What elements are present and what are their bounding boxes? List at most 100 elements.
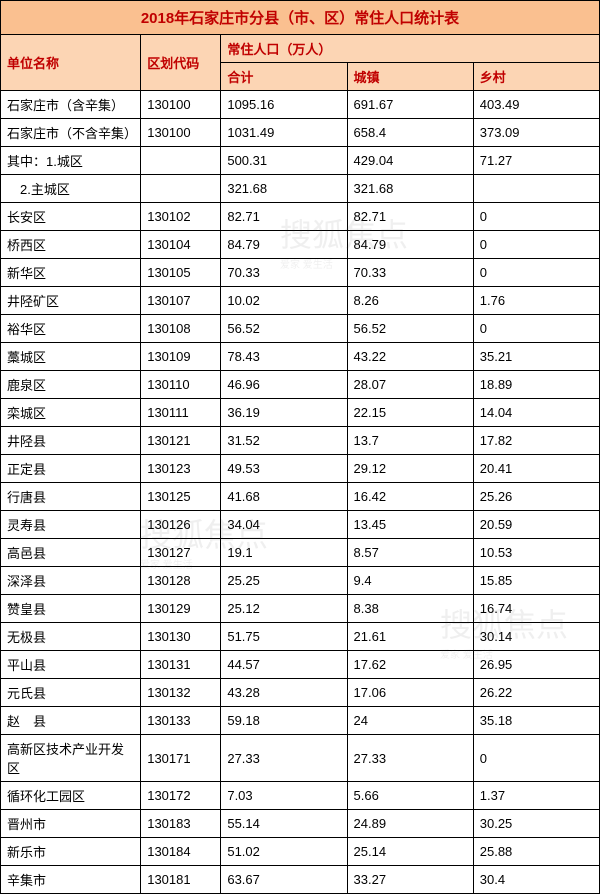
cell-urban: 658.4 — [347, 119, 473, 147]
cell-urban: 13.7 — [347, 427, 473, 455]
table-row: 赵 县13013359.182435.18 — [1, 707, 600, 735]
cell-total: 44.57 — [221, 651, 347, 679]
header-urban: 城镇 — [347, 63, 473, 91]
cell-total: 1031.49 — [221, 119, 347, 147]
cell-rural: 0 — [473, 259, 599, 287]
cell-rural: 26.95 — [473, 651, 599, 679]
cell-code: 130121 — [141, 427, 221, 455]
cell-rural: 71.27 — [473, 147, 599, 175]
cell-code: 130104 — [141, 231, 221, 259]
header-unit-name: 单位名称 — [1, 35, 141, 91]
cell-rural: 26.22 — [473, 679, 599, 707]
table-row: 藁城区13010978.4343.2235.21 — [1, 343, 600, 371]
cell-urban: 56.52 — [347, 315, 473, 343]
cell-name: 井陉县 — [1, 427, 141, 455]
cell-code: 130172 — [141, 782, 221, 810]
cell-rural — [473, 175, 599, 203]
cell-total: 25.25 — [221, 567, 347, 595]
cell-urban: 84.79 — [347, 231, 473, 259]
table-row: 2.主城区321.68321.68 — [1, 175, 600, 203]
cell-rural: 10.53 — [473, 539, 599, 567]
cell-urban: 17.62 — [347, 651, 473, 679]
cell-total: 49.53 — [221, 455, 347, 483]
cell-rural: 1.37 — [473, 782, 599, 810]
cell-name: 正定县 — [1, 455, 141, 483]
cell-name: 井陉矿区 — [1, 287, 141, 315]
cell-name: 灵寿县 — [1, 511, 141, 539]
cell-urban: 8.38 — [347, 595, 473, 623]
table-row: 辛集市13018163.6733.2730.4 — [1, 866, 600, 894]
cell-urban: 429.04 — [347, 147, 473, 175]
cell-rural: 0 — [473, 203, 599, 231]
cell-urban: 33.27 — [347, 866, 473, 894]
cell-urban: 28.07 — [347, 371, 473, 399]
table-row: 行唐县13012541.6816.4225.26 — [1, 483, 600, 511]
cell-code: 130181 — [141, 866, 221, 894]
cell-total: 70.33 — [221, 259, 347, 287]
cell-urban: 17.06 — [347, 679, 473, 707]
cell-urban: 82.71 — [347, 203, 473, 231]
cell-code: 130107 — [141, 287, 221, 315]
cell-total: 59.18 — [221, 707, 347, 735]
cell-code: 130108 — [141, 315, 221, 343]
cell-total: 34.04 — [221, 511, 347, 539]
cell-name: 裕华区 — [1, 315, 141, 343]
title-row: 2018年石家庄市分县（市、区）常住人口统计表 — [1, 1, 600, 35]
cell-rural: 0 — [473, 231, 599, 259]
header-total: 合计 — [221, 63, 347, 91]
cell-name: 栾城区 — [1, 399, 141, 427]
table-row: 井陉县13012131.5213.717.82 — [1, 427, 600, 455]
cell-total: 7.03 — [221, 782, 347, 810]
cell-rural: 18.89 — [473, 371, 599, 399]
cell-total: 31.52 — [221, 427, 347, 455]
cell-total: 321.68 — [221, 175, 347, 203]
cell-rural: 15.85 — [473, 567, 599, 595]
table-row: 新华区13010570.3370.330 — [1, 259, 600, 287]
table-title: 2018年石家庄市分县（市、区）常住人口统计表 — [1, 1, 600, 35]
cell-total: 55.14 — [221, 810, 347, 838]
table-row: 石家庄市（含辛集）1301001095.16691.67403.49 — [1, 91, 600, 119]
table-row: 鹿泉区13011046.9628.0718.89 — [1, 371, 600, 399]
cell-name: 循环化工园区 — [1, 782, 141, 810]
cell-total: 25.12 — [221, 595, 347, 623]
cell-name: 长安区 — [1, 203, 141, 231]
cell-name: 平山县 — [1, 651, 141, 679]
table-row: 石家庄市（不含辛集）1301001031.49658.4373.09 — [1, 119, 600, 147]
table-row: 赞皇县13012925.128.3816.74 — [1, 595, 600, 623]
cell-name: 赞皇县 — [1, 595, 141, 623]
cell-rural: 0 — [473, 735, 599, 782]
cell-total: 1095.16 — [221, 91, 347, 119]
cell-urban: 43.22 — [347, 343, 473, 371]
cell-name: 其中：1.城区 — [1, 147, 141, 175]
cell-total: 63.67 — [221, 866, 347, 894]
cell-rural: 14.04 — [473, 399, 599, 427]
cell-urban: 29.12 — [347, 455, 473, 483]
header-area-code: 区划代码 — [141, 35, 221, 91]
cell-code: 130102 — [141, 203, 221, 231]
cell-total: 41.68 — [221, 483, 347, 511]
cell-code: 130128 — [141, 567, 221, 595]
cell-urban: 5.66 — [347, 782, 473, 810]
cell-rural: 30.25 — [473, 810, 599, 838]
cell-name: 藁城区 — [1, 343, 141, 371]
cell-urban: 13.45 — [347, 511, 473, 539]
cell-total: 36.19 — [221, 399, 347, 427]
cell-name: 新华区 — [1, 259, 141, 287]
cell-code: 130183 — [141, 810, 221, 838]
cell-rural: 20.41 — [473, 455, 599, 483]
cell-rural: 17.82 — [473, 427, 599, 455]
cell-name: 石家庄市（含辛集） — [1, 91, 141, 119]
table-row: 正定县13012349.5329.1220.41 — [1, 455, 600, 483]
cell-rural: 35.18 — [473, 707, 599, 735]
table-row: 其中：1.城区500.31429.0471.27 — [1, 147, 600, 175]
cell-rural: 373.09 — [473, 119, 599, 147]
cell-urban: 25.14 — [347, 838, 473, 866]
table-row: 井陉矿区13010710.028.261.76 — [1, 287, 600, 315]
cell-code: 130129 — [141, 595, 221, 623]
cell-urban: 70.33 — [347, 259, 473, 287]
header-rural: 乡村 — [473, 63, 599, 91]
cell-name: 元氏县 — [1, 679, 141, 707]
cell-name: 晋州市 — [1, 810, 141, 838]
cell-total: 51.75 — [221, 623, 347, 651]
table-row: 新乐市13018451.0225.1425.88 — [1, 838, 600, 866]
